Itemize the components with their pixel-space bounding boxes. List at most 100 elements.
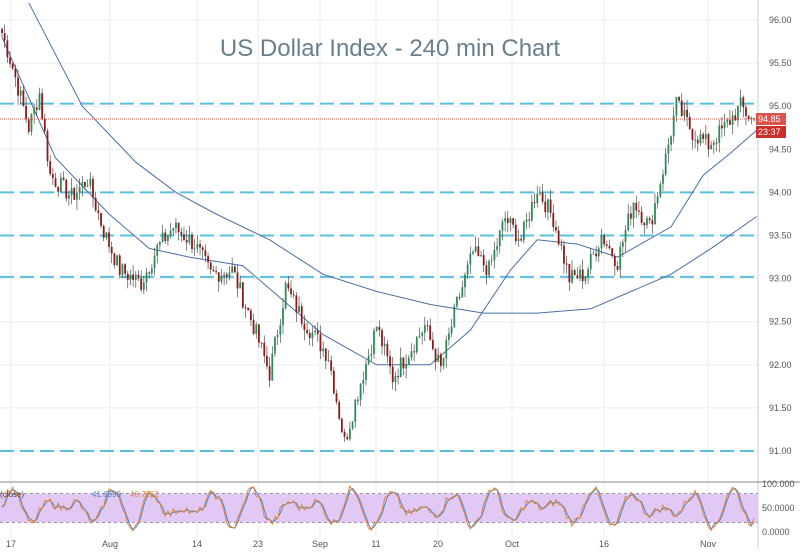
candle-body [603, 235, 606, 245]
candle [49, 155, 52, 177]
candle [6, 34, 9, 63]
candle-body [707, 134, 710, 150]
candle-body [448, 333, 450, 340]
candle-body [279, 324, 282, 335]
candle [314, 324, 317, 336]
candle [691, 128, 694, 150]
candle-body [3, 33, 6, 41]
candle [54, 173, 57, 188]
candle-body [445, 339, 448, 359]
candle [100, 212, 102, 229]
candle-body [560, 244, 563, 246]
candle [517, 229, 520, 248]
candle [183, 226, 185, 241]
candle [292, 290, 295, 298]
candle-body [346, 436, 349, 440]
candle-body [571, 270, 573, 283]
candle [349, 421, 351, 442]
candle [241, 282, 244, 310]
candle [391, 357, 394, 390]
candle-body [201, 247, 204, 251]
candle [220, 269, 223, 285]
candle-body [349, 428, 351, 440]
candle-body [57, 186, 60, 192]
candle [439, 352, 442, 373]
candle-body [150, 268, 153, 274]
candle [359, 383, 362, 407]
candle-body [704, 134, 707, 140]
candle-body [9, 57, 11, 64]
candle-body [258, 324, 260, 343]
candle [121, 263, 124, 279]
candle [686, 99, 688, 127]
candle [231, 257, 234, 274]
candle [726, 117, 729, 128]
candle-body [244, 307, 247, 309]
candle [747, 115, 750, 122]
candle [150, 264, 153, 276]
last-price-tag: 94.85 23:37 [756, 113, 786, 138]
candle-body [750, 118, 753, 120]
candle-body [729, 120, 731, 125]
candle-body [62, 177, 65, 180]
candle-body [737, 105, 739, 121]
candle [11, 62, 14, 70]
candle-body [731, 115, 734, 125]
candle [132, 265, 135, 287]
candle [204, 244, 207, 263]
candle-body [1, 28, 3, 34]
candle-body [621, 242, 624, 247]
candle [244, 304, 247, 318]
candle [258, 323, 260, 348]
candle [654, 193, 656, 225]
candle-body [73, 188, 76, 200]
candle-body [389, 356, 391, 367]
candle [351, 420, 354, 431]
candle-body [209, 262, 212, 270]
candle-body [132, 274, 135, 280]
y-tick-label: 93.50 [769, 231, 792, 241]
moving-average-slow-line [28, 2, 757, 314]
candle [667, 138, 670, 164]
candle [252, 313, 255, 336]
candle-body [100, 213, 102, 226]
candle [287, 276, 290, 292]
candle-body [536, 193, 539, 203]
candle-body [391, 366, 394, 383]
candle-body [506, 218, 509, 223]
candle-body [747, 115, 750, 120]
candle-body [207, 256, 209, 263]
candle [97, 203, 100, 221]
oscillator-source-label: (close) [0, 490, 24, 499]
candle-body [33, 107, 36, 114]
candle-body [239, 282, 242, 289]
candle-body [84, 181, 86, 187]
candle [688, 112, 691, 130]
candle [662, 169, 664, 191]
candle [405, 354, 407, 379]
candle-body [175, 222, 177, 229]
candle [509, 216, 512, 231]
candle-body [27, 119, 30, 132]
candle [3, 24, 6, 49]
candle [108, 227, 110, 253]
candle-body [715, 142, 718, 144]
candle [555, 220, 557, 234]
candle-body [172, 228, 175, 231]
candle-body [311, 332, 314, 339]
candle [290, 280, 292, 298]
candle-body [41, 93, 44, 119]
candle [504, 211, 507, 232]
candle-body [271, 353, 274, 381]
candle [616, 261, 619, 272]
candle-body [113, 253, 116, 266]
candle [731, 110, 734, 135]
candle [445, 335, 448, 368]
candle-body [646, 218, 648, 226]
candle [723, 113, 726, 137]
candle-body [169, 230, 172, 236]
candle-body [241, 282, 244, 308]
candle [62, 171, 65, 181]
candle [43, 113, 46, 135]
